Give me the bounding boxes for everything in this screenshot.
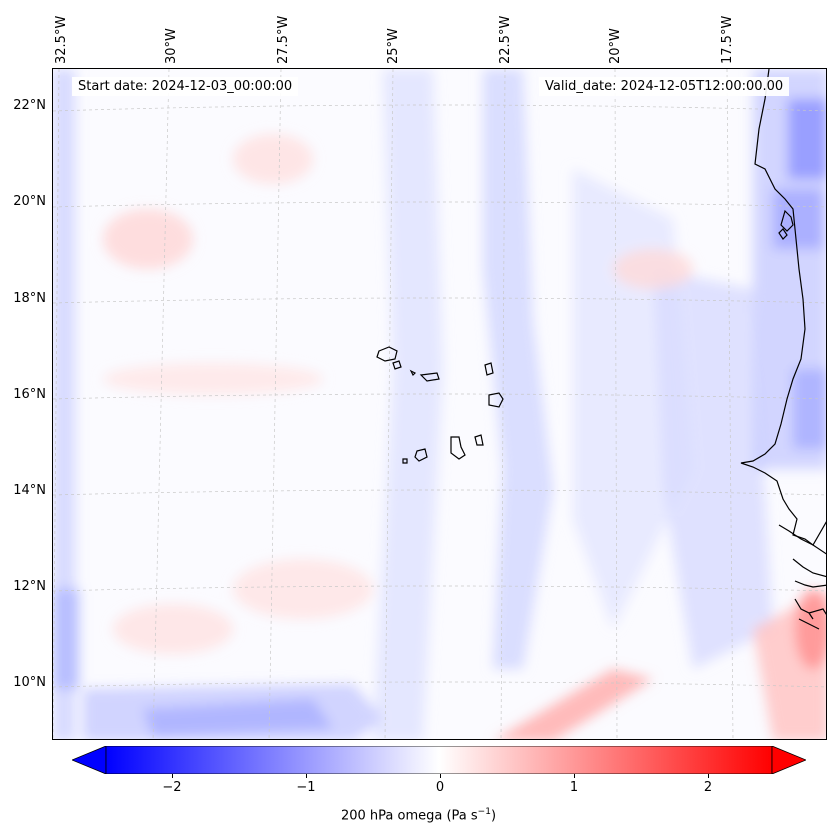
colorbar-tickmark <box>440 774 441 778</box>
omega-field-map <box>53 69 826 739</box>
lon-label-20w: 20°W <box>608 28 623 64</box>
colorbar <box>72 746 806 774</box>
colorbar-tick-label: 1 <box>569 780 579 795</box>
graticule <box>53 69 826 739</box>
lat-label-12n: 12°N <box>13 579 46 594</box>
island-sal <box>484 362 494 376</box>
colorbar-tick-label: −1 <box>296 780 316 795</box>
island-santa-luzia <box>409 369 417 377</box>
island-fogo <box>414 448 428 462</box>
island-maio <box>474 434 484 446</box>
lon-label-25w: 25°W <box>386 28 401 64</box>
lat-label-20n: 20°N <box>13 194 46 209</box>
colorbar-tick-label: 0 <box>435 780 445 795</box>
colorbar-tick-label: −2 <box>162 780 182 795</box>
lon-label-30w: 30°W <box>164 28 179 64</box>
island-santiago <box>450 436 466 460</box>
africa-coastline <box>740 69 826 546</box>
colorbar-tickmark <box>306 774 307 778</box>
island-santo-antao <box>376 346 398 362</box>
coastlines <box>376 69 826 630</box>
lat-label-10n: 10°N <box>13 675 46 690</box>
map-panel <box>52 68 827 740</box>
omega-shading <box>53 69 826 739</box>
lon-label-17-5w: 17.5°W <box>720 15 735 64</box>
lat-label-14n: 14°N <box>13 483 46 498</box>
colorbar-tick-label: 2 <box>703 780 713 795</box>
colorbar-tickmark <box>172 774 173 778</box>
valid-date-label: Valid_date: 2024-12-05T12:00:00.00 <box>539 77 790 96</box>
lon-label-32-5w: 32.5°W <box>54 15 69 64</box>
colorbar-label: 200 hPa omega (Pa s−1) <box>340 807 497 824</box>
lat-label-16n: 16°N <box>13 387 46 402</box>
lon-label-22-5w: 22.5°W <box>498 15 513 64</box>
island-sao-nicolau <box>419 372 440 382</box>
lat-label-22n: 22°N <box>13 98 46 113</box>
colorbar-tickmark <box>708 774 709 778</box>
colorbar-extend-high <box>771 746 806 774</box>
start-date-label: Start date: 2024-12-03_00:00:00 <box>72 77 299 96</box>
island-brava <box>402 458 408 464</box>
colorbar-tickmark <box>574 774 575 778</box>
colorbar-gradient <box>105 746 773 774</box>
colorbar-extend-low <box>72 746 107 774</box>
lon-label-27-5w: 27.5°W <box>276 15 291 64</box>
island-sao-vicente <box>392 360 402 370</box>
lat-label-18n: 18°N <box>13 291 46 306</box>
island-boa-vista <box>488 392 504 408</box>
